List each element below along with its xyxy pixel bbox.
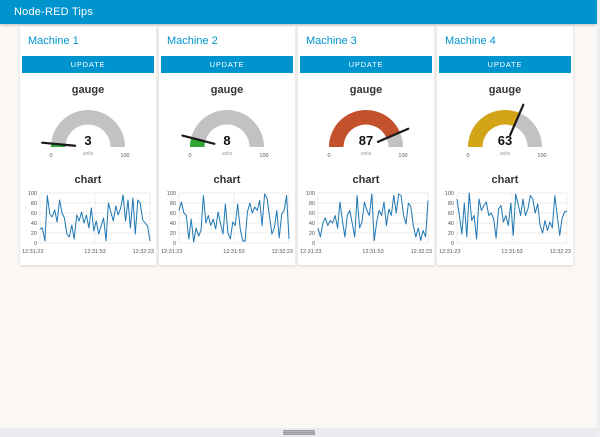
app-header: Node-RED Tips xyxy=(0,0,597,24)
gauge-widget: 3 units 0 100 xyxy=(41,110,130,159)
update-button[interactable]: UPDATE xyxy=(161,56,293,73)
gauge-units-label: units xyxy=(222,151,233,157)
chart-widget-title: chart xyxy=(74,174,102,186)
chart-x-tick-label: 12:31:53 xyxy=(84,249,105,255)
chart-y-tick-label: 20 xyxy=(448,231,454,237)
chart-y-tick-label: 100 xyxy=(167,191,176,197)
chart-line-series xyxy=(178,193,290,243)
chart-x-tick-label: 12:31:23 xyxy=(439,249,460,255)
vertical-scrollbar-track[interactable] xyxy=(597,0,600,437)
chart-line-series xyxy=(317,193,429,241)
chart-line-series xyxy=(456,192,568,240)
chart-y-tick-label: 100 xyxy=(445,191,454,197)
gauge-min-label: 0 xyxy=(49,153,52,159)
chart-widget-title: chart xyxy=(491,174,519,186)
gauge-min-label: 0 xyxy=(327,153,330,159)
gauge-units-label: units xyxy=(361,151,372,157)
update-button[interactable]: UPDATE xyxy=(22,56,154,73)
chart-y-tick-label: 40 xyxy=(31,221,37,227)
machine-card-title: Machine 1 xyxy=(28,35,79,47)
chart-line-series xyxy=(39,194,151,242)
gauge-fill xyxy=(190,137,206,147)
chart-y-tick-label: 80 xyxy=(309,201,315,207)
chart-y-tick-label: 80 xyxy=(448,201,454,207)
gauge-fill xyxy=(329,110,400,147)
gauge-needle xyxy=(509,103,525,137)
chart-y-tick-label: 0 xyxy=(451,241,454,247)
gauge-widget: 63 units 0 100 xyxy=(466,103,547,159)
chart-y-tick-label: 100 xyxy=(306,191,315,197)
gauge-widget: 8 units 0 100 xyxy=(181,110,269,159)
chart-x-tick-label: 12:32:23 xyxy=(411,249,432,255)
gauge-widget-title: gauge xyxy=(349,84,383,96)
machine-card-title: Machine 4 xyxy=(445,35,496,47)
chart-widget: 0 20 40 60 80 100 12:31:23 12:31:53 12:32:23 xyxy=(22,191,154,255)
machine-card-2: Machine 2 UPDATE gauge 8 units 0 100 chart … xyxy=(159,26,295,265)
dashboard-cards: Machine 1 UPDATE gauge 3 units 0 100 chart … xyxy=(20,26,573,265)
update-button[interactable]: UPDATE xyxy=(439,56,571,73)
chart-widget: 0 20 40 60 80 100 12:31:23 12:31:53 12:32:23 xyxy=(161,191,293,255)
chart-y-tick-label: 60 xyxy=(448,211,454,217)
machine-card-title: Machine 3 xyxy=(306,35,357,47)
gauge-value: 3 xyxy=(84,133,91,148)
gauge-track xyxy=(51,110,125,147)
chart-x-tick-label: 12:31:53 xyxy=(362,249,383,255)
gauge-widget-title: gauge xyxy=(488,84,522,96)
machine-card-1: Machine 1 UPDATE gauge 3 units 0 100 chart … xyxy=(20,26,156,265)
gauge-max-label: 100 xyxy=(120,153,129,159)
chart-y-tick-label: 60 xyxy=(309,211,315,217)
gauge-widget-title: gauge xyxy=(210,84,244,96)
chart-y-tick-label: 80 xyxy=(31,201,37,207)
gauge-widget: 87 units 0 100 xyxy=(327,110,410,159)
gauge-min-label: 0 xyxy=(466,153,469,159)
gauge-min-label: 0 xyxy=(188,153,191,159)
chart-y-tick-label: 20 xyxy=(170,231,176,237)
gauge-value: 87 xyxy=(359,133,373,148)
chart-y-tick-label: 60 xyxy=(31,211,37,217)
gauge-units-label: units xyxy=(500,151,511,157)
chart-y-tick-label: 40 xyxy=(170,221,176,227)
machine-card-title: Machine 2 xyxy=(167,35,218,47)
horizontal-scrollbar-track[interactable] xyxy=(0,428,597,437)
gauge-needle xyxy=(181,134,216,145)
gauge-fill xyxy=(468,110,520,147)
chart-y-tick-label: 40 xyxy=(309,221,315,227)
chart-y-tick-label: 0 xyxy=(312,241,315,247)
chart-x-tick-label: 12:32:23 xyxy=(272,249,293,255)
gauge-value: 63 xyxy=(498,133,512,148)
gauge-needle xyxy=(376,127,410,143)
chart-widget: 0 20 40 60 80 100 12:31:23 12:31:53 12:32:23 xyxy=(439,191,571,255)
gauge-units-label: units xyxy=(83,151,94,157)
machine-card-4: Machine 4 UPDATE gauge 63 units 0 100 chart… xyxy=(437,26,573,265)
chart-x-tick-label: 12:31:53 xyxy=(223,249,244,255)
chart-y-tick-label: 80 xyxy=(170,201,176,207)
chart-widget: 0 20 40 60 80 100 12:31:23 12:31:53 12:32:23 xyxy=(300,191,432,255)
gauge-max-label: 100 xyxy=(537,153,546,159)
chart-widget-title: chart xyxy=(213,174,241,186)
gauge-needle xyxy=(41,141,77,147)
gauge-max-label: 100 xyxy=(259,153,268,159)
chart-y-tick-label: 20 xyxy=(309,231,315,237)
gauge-value: 8 xyxy=(223,133,230,148)
gauge-widget-title: gauge xyxy=(71,84,105,96)
chart-y-tick-label: 0 xyxy=(34,241,37,247)
chart-x-tick-label: 12:32:23 xyxy=(550,249,571,255)
chart-widget-title: chart xyxy=(352,174,380,186)
chart-x-tick-label: 12:31:53 xyxy=(501,249,522,255)
gauge-max-label: 100 xyxy=(398,153,407,159)
machine-card-3: Machine 3 UPDATE gauge 87 units 0 100 chart… xyxy=(298,26,434,265)
update-button[interactable]: UPDATE xyxy=(300,56,432,73)
chart-x-tick-label: 12:32:23 xyxy=(133,249,154,255)
chart-y-tick-label: 60 xyxy=(170,211,176,217)
chart-y-tick-label: 20 xyxy=(31,231,37,237)
chart-y-tick-label: 100 xyxy=(28,191,37,197)
chart-x-tick-label: 12:31:23 xyxy=(161,249,182,255)
chart-x-tick-label: 12:31:23 xyxy=(22,249,43,255)
chart-x-tick-label: 12:31:23 xyxy=(300,249,321,255)
horizontal-scrollbar-thumb[interactable] xyxy=(283,430,315,435)
app-title: Node-RED Tips xyxy=(14,6,94,18)
chart-y-tick-label: 0 xyxy=(173,241,176,247)
gauge-track xyxy=(190,110,264,147)
chart-y-tick-label: 40 xyxy=(448,221,454,227)
